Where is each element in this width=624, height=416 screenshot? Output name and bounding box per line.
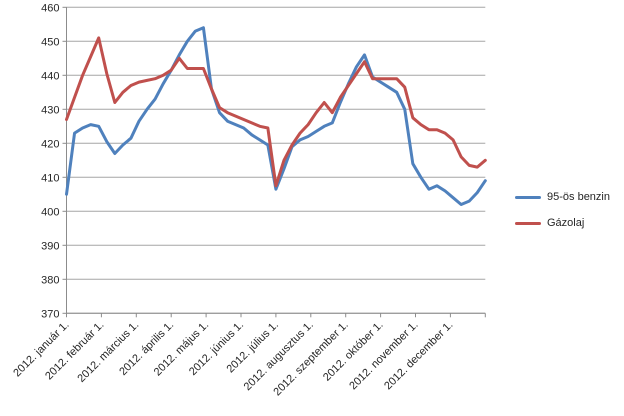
y-axis-label: 410 bbox=[41, 172, 59, 184]
y-axis-label: 460 bbox=[41, 2, 59, 14]
series-line-95-os-benzin bbox=[65, 26, 487, 206]
chart-legend: 95-ös benzin Gázolaj bbox=[515, 189, 610, 241]
x-axis-label: 2012. október 1. bbox=[321, 319, 386, 384]
y-axis-label: 400 bbox=[41, 206, 59, 218]
y-axis-label: 380 bbox=[41, 274, 59, 286]
y-axis-label: 420 bbox=[41, 138, 59, 150]
benzin-line-sample-icon bbox=[515, 195, 541, 199]
x-axis-label: 2012. december 1. bbox=[382, 319, 455, 392]
y-axis-label: 440 bbox=[41, 70, 59, 82]
legend-item-benzin: 95-ös benzin bbox=[515, 189, 610, 205]
legend-label-gazolaj: Gázolaj bbox=[547, 217, 585, 229]
legend-label-benzin: 95-ös benzin bbox=[547, 191, 610, 203]
y-axis-label: 390 bbox=[41, 240, 59, 252]
y-axis-label: 370 bbox=[41, 308, 59, 320]
x-axis-label: 2012. március 1. bbox=[75, 319, 141, 385]
series-line-gazolaj bbox=[65, 36, 487, 188]
y-axis-label: 430 bbox=[41, 104, 59, 116]
gazolaj-line-sample-icon bbox=[515, 221, 541, 225]
legend-item-gazolaj: Gázolaj bbox=[515, 215, 610, 231]
y-axis-label: 450 bbox=[41, 36, 59, 48]
